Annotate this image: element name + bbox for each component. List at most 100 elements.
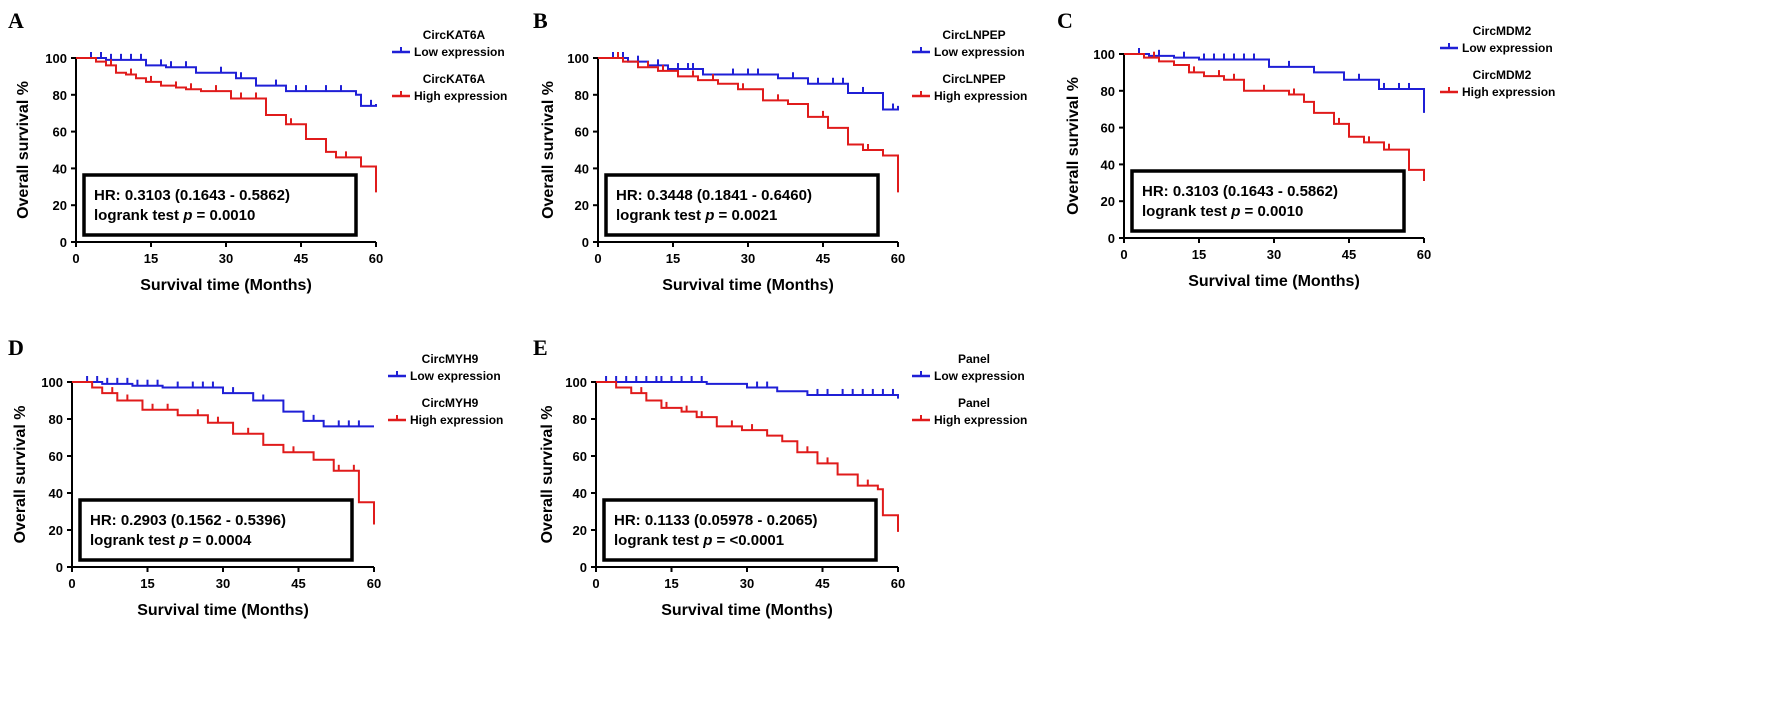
y-tick-label: 80 [1101, 84, 1115, 99]
legend-group: Low expression [1462, 41, 1553, 55]
y-tick-label: 80 [53, 88, 67, 103]
logrank-prefix: logrank test [616, 207, 705, 224]
legend-name: CircMDM2 [1473, 68, 1532, 82]
x-tick-label: 15 [1192, 247, 1206, 262]
x-tick-label: 30 [1267, 247, 1281, 262]
logrank-text: logrank test p = 0.0010 [1142, 203, 1303, 220]
x-tick-label: 60 [1417, 247, 1431, 262]
survival-curve [76, 57, 377, 107]
legend-group: High expression [414, 89, 507, 103]
legend-group: Low expression [934, 369, 1025, 383]
logrank-prefix: logrank test [614, 532, 703, 549]
y-tick-label: 0 [56, 560, 63, 575]
y-tick-label: 20 [575, 198, 589, 213]
logrank-text: logrank test p = <0.0001 [614, 532, 784, 549]
y-tick-label: 0 [1108, 231, 1115, 246]
y-tick-label: 100 [45, 51, 67, 66]
y-tick-label: 0 [60, 235, 67, 250]
p-symbol: p [1230, 203, 1240, 220]
y-axis-title: Overall survival % [15, 81, 32, 219]
stats-box [602, 498, 878, 562]
y-tick-label: 100 [41, 375, 63, 390]
legend-name: Panel [958, 352, 990, 366]
survival-curve [76, 57, 377, 193]
x-tick-label: 60 [891, 576, 905, 591]
panel-letter: D [8, 335, 24, 360]
x-tick-label: 45 [816, 251, 830, 266]
p-symbol: p [702, 532, 712, 549]
x-tick-label: 15 [140, 576, 154, 591]
stats-box [1130, 169, 1406, 233]
x-tick-label: 30 [216, 576, 230, 591]
x-axis-title: Survival time (Months) [140, 277, 312, 294]
series-low-expression: Panel Low expression [596, 352, 1025, 399]
logrank-text: logrank test p = 0.0010 [94, 207, 255, 224]
legend-name: CircLNPEP [942, 28, 1005, 42]
series-high-expression: Panel High expression [596, 381, 1027, 532]
x-tick-label: 60 [367, 576, 381, 591]
y-axis-title: Overall survival % [12, 406, 29, 544]
y-tick-label: 80 [49, 412, 63, 427]
y-tick-label: 60 [53, 125, 67, 140]
x-tick-label: 30 [740, 576, 754, 591]
legend-name: CircMYH9 [422, 396, 479, 410]
y-tick-label: 60 [1101, 121, 1115, 136]
survival-curve [1124, 53, 1425, 181]
survival-curve [598, 57, 899, 111]
y-tick-label: 80 [573, 412, 587, 427]
panel-letter: E [533, 335, 548, 360]
y-tick-label: 20 [53, 198, 67, 213]
x-tick-label: 0 [1120, 247, 1127, 262]
y-tick-label: 40 [49, 486, 63, 501]
x-tick-label: 0 [68, 576, 75, 591]
legend-name: CircMDM2 [1473, 24, 1532, 38]
logrank-text: logrank test p = 0.0021 [616, 207, 777, 224]
y-tick-label: 40 [575, 161, 589, 176]
chart-panel-d: D 0 15 30 45 60 0 20 40 60 80 100 Survival time (Mon… [8, 335, 503, 619]
y-tick-label: 40 [573, 486, 587, 501]
panel-letter: A [8, 8, 24, 33]
p-value: = 0.0004 [188, 532, 252, 549]
series-high-expression: CircKAT6A High expression [76, 57, 507, 193]
stats-box [82, 173, 358, 237]
x-tick-label: 45 [294, 251, 308, 266]
x-tick-label: 30 [741, 251, 755, 266]
panel-letter: B [533, 8, 548, 33]
x-tick-label: 60 [891, 251, 905, 266]
legend-name: CircKAT6A [423, 28, 486, 42]
y-tick-label: 20 [49, 523, 63, 538]
chart-panel-b: B 0 15 30 45 60 0 20 40 60 80 100 Survival time (Mon… [533, 8, 1027, 294]
y-axis-title: Overall survival % [540, 81, 557, 219]
x-tick-label: 45 [815, 576, 829, 591]
x-axis-title: Survival time (Months) [661, 602, 833, 619]
series-low-expression: CircKAT6A Low expression [76, 28, 505, 107]
legend-name: CircKAT6A [423, 72, 486, 86]
y-tick-label: 100 [565, 375, 587, 390]
chart-panel-a: A 0 15 30 45 60 0 20 40 60 80 100 Survival time (Mon… [8, 8, 507, 294]
y-tick-label: 100 [567, 51, 589, 66]
chart-panel-c: C 0 15 30 45 60 0 20 40 60 80 100 Survival time (Mon… [1057, 8, 1555, 290]
x-axis-title: Survival time (Months) [1188, 273, 1360, 290]
p-value: = 0.0010 [1240, 203, 1303, 220]
y-tick-label: 100 [1093, 47, 1115, 62]
legend-name: CircLNPEP [942, 72, 1005, 86]
p-value: = 0.0010 [192, 207, 255, 224]
y-tick-label: 80 [575, 88, 589, 103]
logrank-prefix: logrank test [90, 532, 179, 549]
y-tick-label: 0 [580, 560, 587, 575]
p-value: = <0.0001 [712, 532, 784, 549]
survival-curve [72, 381, 374, 428]
stats-box [78, 498, 354, 562]
x-tick-label: 15 [664, 576, 678, 591]
p-symbol: p [704, 207, 714, 224]
x-tick-label: 30 [219, 251, 233, 266]
survival-curve [1124, 53, 1425, 113]
y-tick-label: 20 [573, 523, 587, 538]
series-high-expression: CircMYH9 High expression [72, 381, 503, 525]
y-tick-label: 0 [582, 235, 589, 250]
x-tick-label: 15 [666, 251, 680, 266]
y-tick-label: 60 [49, 449, 63, 464]
legend-group: Low expression [410, 369, 501, 383]
legend-group: High expression [934, 413, 1027, 427]
